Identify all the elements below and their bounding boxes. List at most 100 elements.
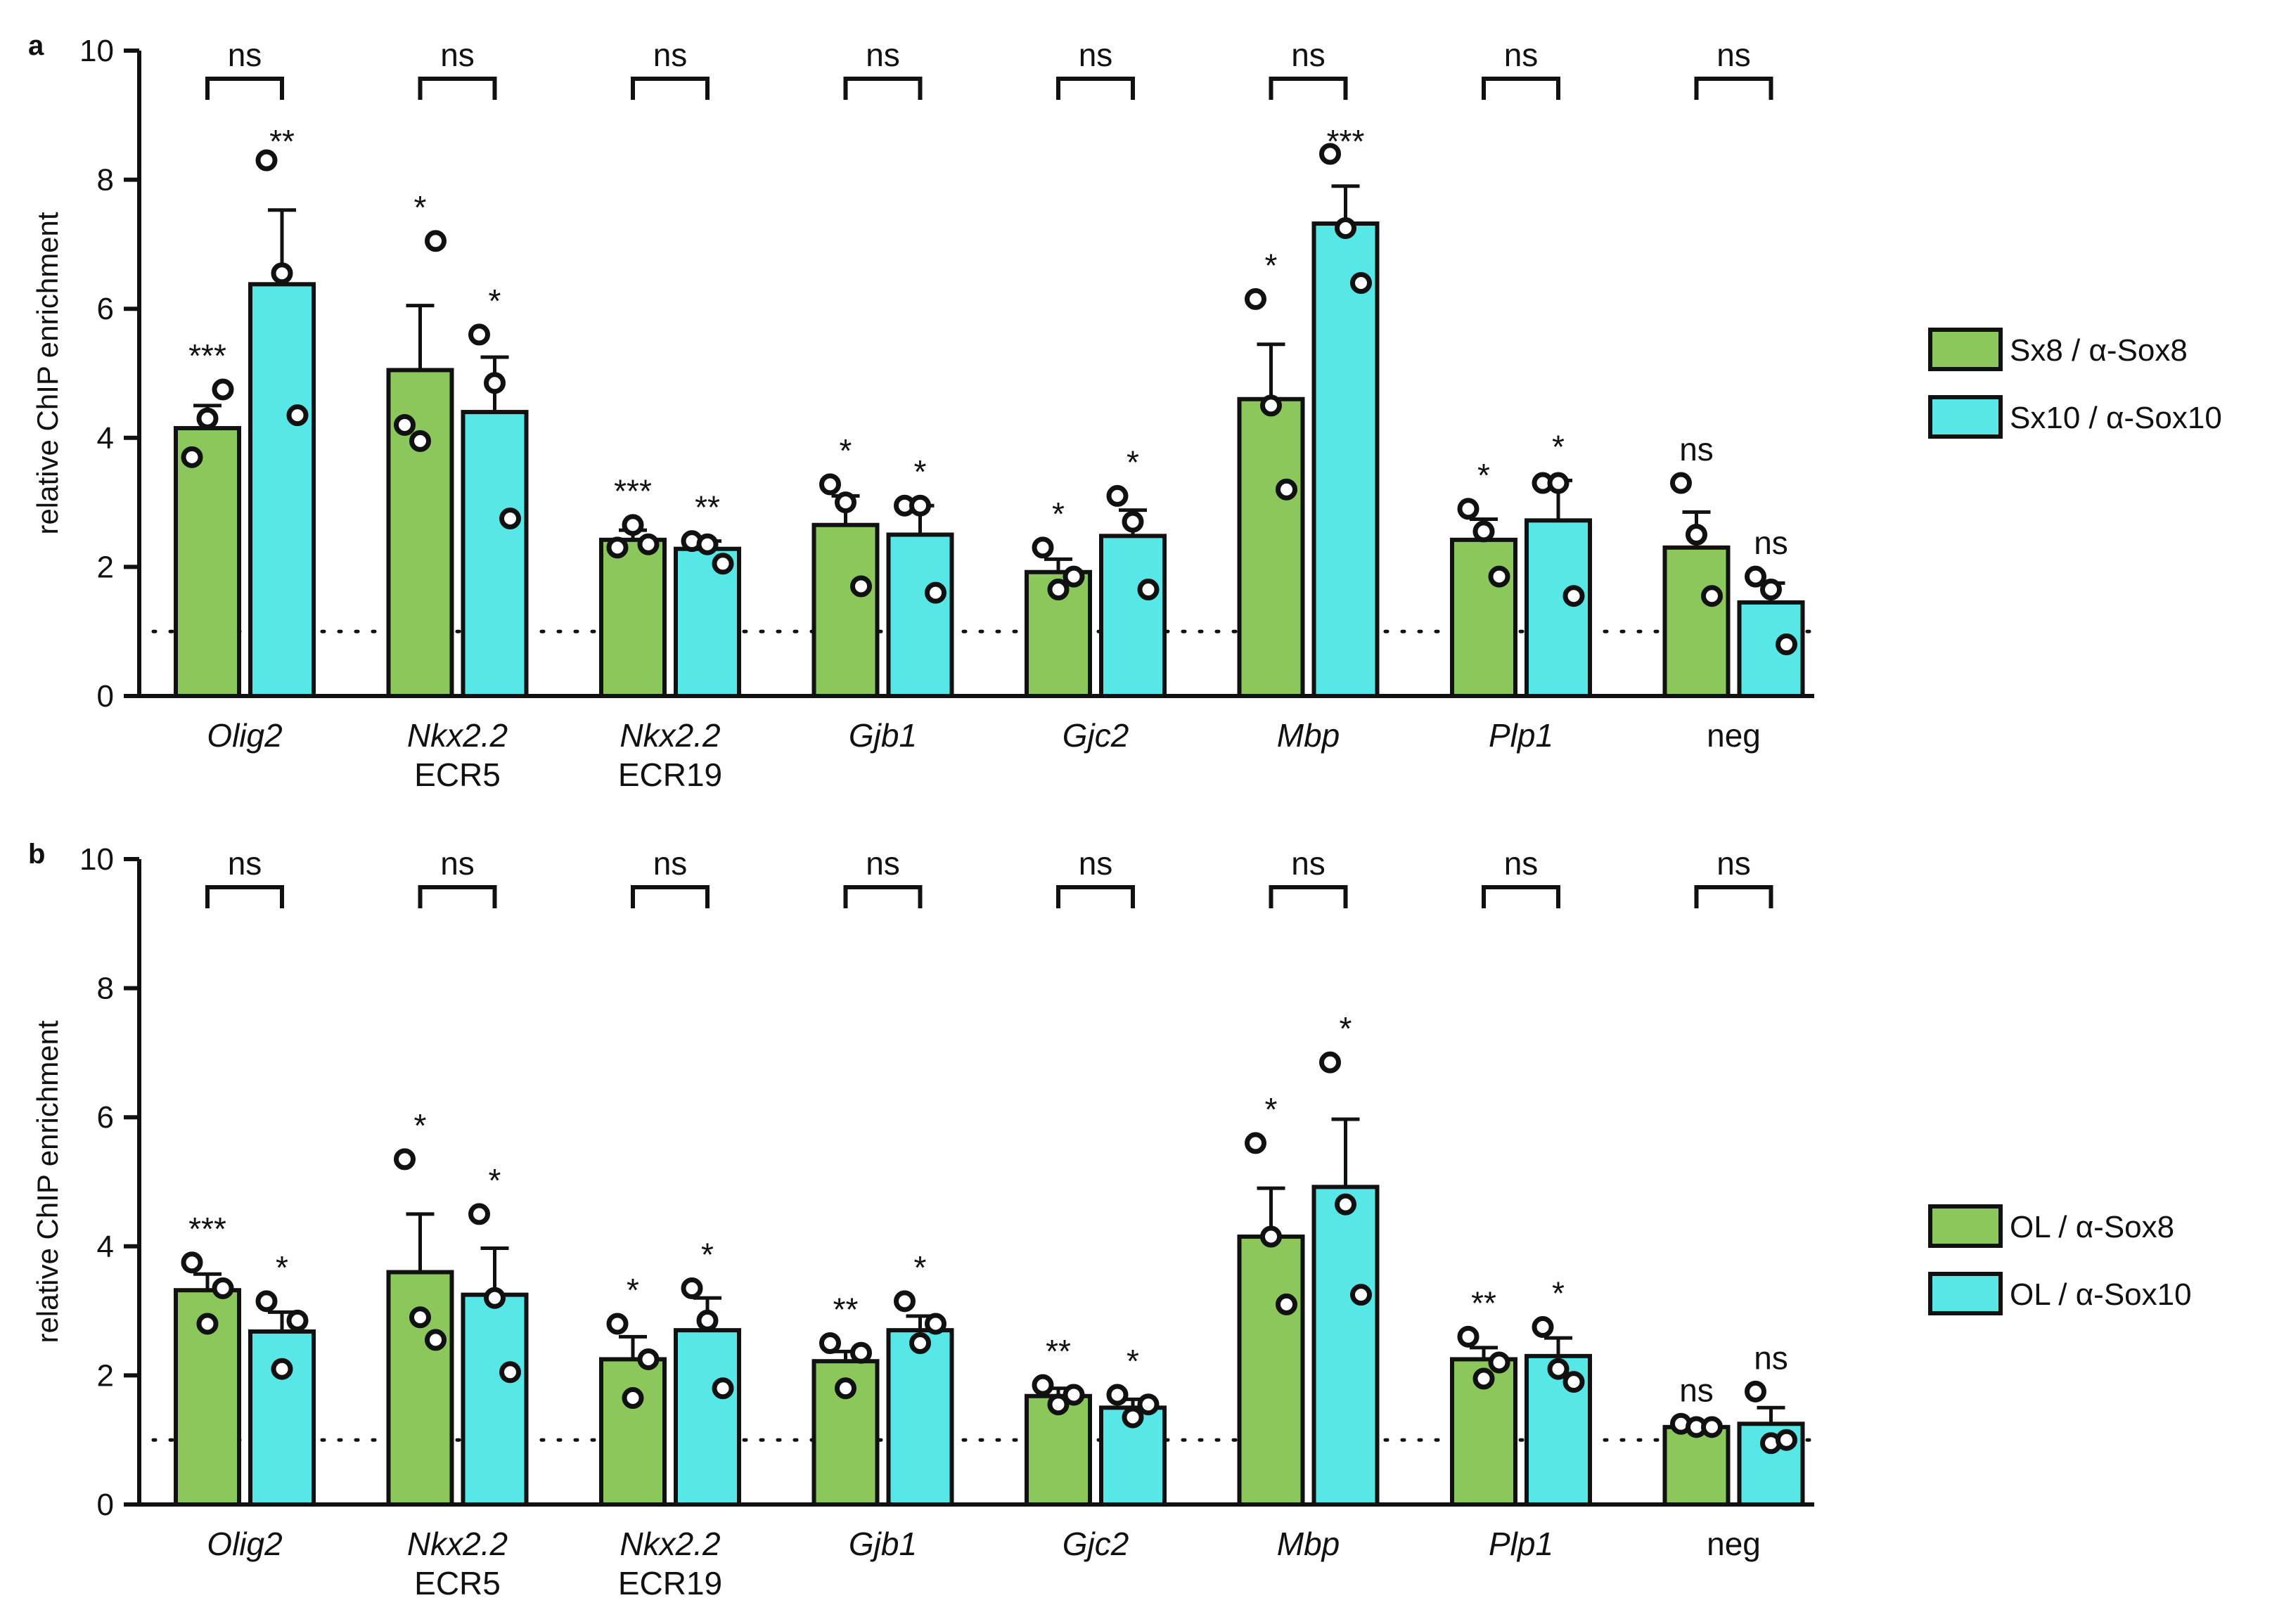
- bar: [248, 1329, 316, 1507]
- comparison-bracket: [1694, 885, 1773, 908]
- data-point: [1701, 585, 1723, 607]
- data-point: [819, 1332, 841, 1354]
- data-point: [1319, 143, 1341, 165]
- data-point: [1260, 1225, 1282, 1248]
- data-point: [425, 230, 447, 252]
- data-point: [1063, 565, 1085, 588]
- y-tick-label: 2: [97, 1358, 114, 1393]
- legend-swatch: [1928, 1204, 2003, 1248]
- data-point: [425, 1329, 447, 1351]
- significance-label: *: [1265, 1091, 1278, 1128]
- data-point: [394, 413, 416, 436]
- bar: [461, 1292, 529, 1507]
- comparison-bracket: [418, 885, 497, 908]
- significance-label: *: [701, 1236, 714, 1272]
- bar: [1662, 1424, 1731, 1507]
- data-point: [499, 1361, 521, 1384]
- data-point: [1745, 1380, 1766, 1403]
- y-tick-label: 0: [97, 1488, 114, 1522]
- data-point: [181, 1251, 203, 1274]
- legend-label: OL / α-Sox10: [2010, 1277, 2192, 1312]
- data-point: [394, 1148, 416, 1171]
- data-point: [1472, 520, 1495, 543]
- data-point: [181, 446, 203, 468]
- bar: [674, 1328, 741, 1507]
- significance-label: **: [1046, 1333, 1071, 1370]
- x-category-label: Mbp: [1277, 1526, 1340, 1562]
- bar: [1237, 1235, 1305, 1507]
- data-point: [1063, 1384, 1085, 1406]
- data-point: [637, 533, 660, 555]
- significance-label: *: [1552, 428, 1565, 465]
- y-tick-label: 8: [97, 163, 114, 198]
- data-point: [286, 404, 309, 427]
- significance-label: *: [1127, 1343, 1139, 1379]
- data-point: [1276, 1293, 1297, 1315]
- y-tick-label: 6: [97, 1100, 114, 1135]
- significance-label: ns: [1754, 1339, 1788, 1376]
- x-category-label: Nkx2.2: [407, 1526, 508, 1562]
- data-point: [1047, 1393, 1070, 1416]
- comparison-label: ns: [866, 37, 900, 73]
- y-tick-label: 0: [97, 679, 114, 714]
- data-point: [712, 1377, 734, 1400]
- comparison-bracket: [205, 77, 284, 100]
- y-axis-title: relative ChIP enrichment: [31, 212, 64, 534]
- bar: [1099, 534, 1167, 698]
- data-point: [1335, 217, 1356, 239]
- data-point: [286, 1309, 309, 1332]
- x-category-label: Gjb1: [849, 717, 917, 754]
- data-point: [622, 1387, 644, 1410]
- bar: [886, 532, 954, 698]
- significance-label: ns: [1754, 524, 1788, 561]
- x-category-label: Nkx2.2: [620, 1526, 720, 1562]
- data-point: [409, 430, 431, 452]
- y-axis-title: relative ChIP enrichment: [31, 1020, 64, 1343]
- data-point: [1776, 1429, 1797, 1451]
- data-point: [212, 378, 234, 401]
- y-tick-label: 4: [97, 421, 114, 456]
- significance-label: *: [1265, 247, 1278, 283]
- comparison-label: ns: [653, 37, 688, 73]
- data-point: [1122, 510, 1144, 533]
- x-category-sublabel: ECR19: [618, 756, 722, 793]
- significance-label: **: [833, 1291, 859, 1328]
- bar: [1525, 518, 1592, 699]
- data-point: [850, 575, 872, 598]
- data-point: [1319, 1051, 1341, 1074]
- x-category-label: Gjc2: [1063, 717, 1129, 754]
- comparison-bracket: [1056, 77, 1135, 100]
- bar: [674, 546, 741, 698]
- significance-label: **: [1471, 1284, 1496, 1321]
- x-category-label: Nkx2.2: [620, 717, 720, 754]
- y-tick-label: 4: [97, 1230, 114, 1264]
- comparison-label: ns: [1504, 845, 1539, 882]
- y-tick-label: 10: [79, 34, 114, 68]
- data-point: [1670, 472, 1692, 494]
- data-point: [468, 323, 490, 346]
- data-point: [196, 1313, 219, 1335]
- data-point: [1122, 1406, 1144, 1429]
- legend-label: Sx10 / α-Sox10: [2010, 401, 2222, 435]
- bar: [248, 282, 316, 699]
- data-point: [606, 1313, 629, 1335]
- comparison-bracket: [1056, 885, 1135, 908]
- bar: [1662, 545, 1731, 698]
- bar: [886, 1328, 954, 1507]
- significance-label: *: [1552, 1275, 1565, 1312]
- data-point: [271, 1358, 293, 1380]
- data-point: [499, 508, 521, 530]
- data-point: [835, 491, 856, 514]
- data-point: [1032, 1374, 1054, 1396]
- data-point: [1745, 565, 1766, 588]
- data-point: [1776, 633, 1797, 656]
- data-point: [1335, 1193, 1356, 1216]
- data-point: [909, 1332, 931, 1354]
- comparison-bracket: [631, 885, 710, 908]
- x-category-sublabel: ECR5: [414, 1565, 501, 1602]
- data-point: [606, 536, 629, 559]
- significance-label: *: [489, 283, 501, 319]
- comparison-label: ns: [1716, 37, 1751, 73]
- comparison-label: ns: [653, 845, 688, 882]
- comparison-bracket: [1269, 77, 1348, 100]
